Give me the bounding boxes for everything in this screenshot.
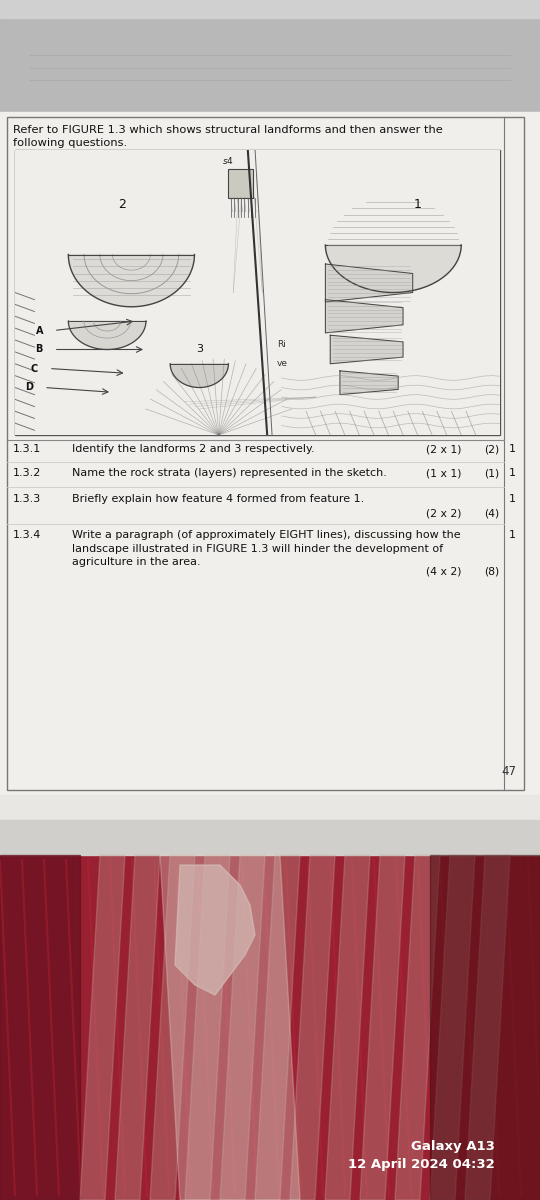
Polygon shape	[150, 854, 195, 1200]
Text: (2): (2)	[484, 444, 499, 454]
Text: 1.3.1: 1.3.1	[13, 444, 41, 454]
Text: Refer to FIGURE 1.3 which shows structural landforms and then answer the
followi: Refer to FIGURE 1.3 which shows structur…	[13, 125, 443, 148]
Text: D: D	[25, 383, 33, 392]
Text: ve: ve	[277, 359, 288, 368]
Polygon shape	[430, 854, 475, 1200]
Bar	[0, 854, 540, 1200]
Bar	[430, 854, 540, 1200]
Polygon shape	[360, 854, 405, 1200]
Bar	[0, 854, 80, 1200]
Polygon shape	[326, 300, 403, 332]
Bar	[0, 0, 540, 115]
Text: 1: 1	[509, 468, 516, 478]
Bar	[0, 112, 540, 794]
Text: 1: 1	[414, 198, 422, 210]
Text: (2 x 2): (2 x 2)	[426, 508, 461, 518]
Polygon shape	[160, 854, 300, 1200]
Polygon shape	[255, 854, 300, 1200]
Text: (8): (8)	[484, 566, 499, 576]
Polygon shape	[69, 254, 194, 307]
Polygon shape	[175, 865, 255, 995]
Text: Identify the landforms 2 and 3 respectively.: Identify the landforms 2 and 3 respectiv…	[72, 444, 315, 454]
Polygon shape	[185, 854, 230, 1200]
Polygon shape	[330, 335, 403, 364]
Polygon shape	[220, 854, 265, 1200]
Bar	[15, 150, 500, 434]
Text: Galaxy A13: Galaxy A13	[411, 1140, 495, 1153]
Text: (2 x 1): (2 x 1)	[426, 444, 461, 454]
Text: 1: 1	[509, 530, 516, 540]
Polygon shape	[80, 854, 125, 1200]
Text: 12 April 2024 04:32: 12 April 2024 04:32	[348, 1158, 495, 1171]
Polygon shape	[290, 854, 335, 1200]
Text: Briefly explain how feature 4 formed from feature 1.: Briefly explain how feature 4 formed fro…	[72, 494, 364, 504]
Polygon shape	[395, 854, 440, 1200]
Text: Name the rock strata (layers) represented in the sketch.: Name the rock strata (layers) represente…	[72, 468, 387, 478]
Bar	[7, 116, 524, 790]
Polygon shape	[69, 320, 146, 349]
Polygon shape	[170, 364, 228, 388]
Text: (1): (1)	[484, 468, 499, 478]
Text: 1.3.4: 1.3.4	[13, 530, 42, 540]
Text: Ri: Ri	[277, 340, 286, 349]
Text: 1: 1	[509, 444, 516, 454]
Polygon shape	[115, 854, 160, 1200]
Polygon shape	[325, 854, 370, 1200]
Bar	[0, 794, 540, 826]
Text: B: B	[36, 344, 43, 354]
Text: $s$4: $s$4	[222, 155, 234, 167]
Bar	[0, 0, 540, 18]
Polygon shape	[326, 264, 413, 302]
Text: 1.3.2: 1.3.2	[13, 468, 42, 478]
Text: 3: 3	[196, 344, 203, 354]
Text: 47: 47	[501, 766, 516, 778]
Text: C: C	[31, 364, 38, 373]
Text: A: A	[36, 325, 43, 336]
Polygon shape	[465, 854, 510, 1200]
Bar	[228, 169, 253, 198]
Polygon shape	[326, 245, 461, 293]
Polygon shape	[340, 371, 398, 395]
Text: (1 x 1): (1 x 1)	[426, 468, 461, 478]
Text: Write a paragraph (of approximately EIGHT lines), discussing how the
landscape i: Write a paragraph (of approximately EIGH…	[72, 530, 461, 568]
Text: 2: 2	[118, 198, 126, 210]
Text: (4): (4)	[484, 508, 499, 518]
Text: 1.3.3: 1.3.3	[13, 494, 41, 504]
Bar	[0, 820, 540, 854]
Text: (4 x 2): (4 x 2)	[426, 566, 461, 576]
Text: 1: 1	[509, 494, 516, 504]
